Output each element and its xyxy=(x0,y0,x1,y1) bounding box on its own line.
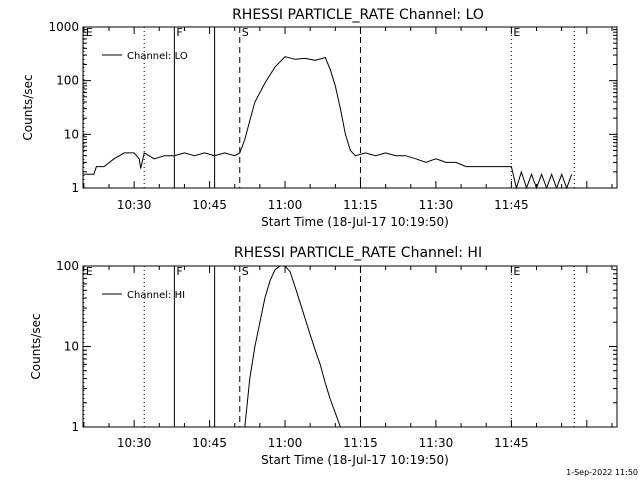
chart-title: RHESSI PARTICLE_RATE Channel: HI xyxy=(234,245,482,261)
plot-frame xyxy=(82,26,618,189)
marker-label: F xyxy=(176,26,182,39)
y-tick-label: 100 xyxy=(56,74,79,88)
x-tick-label: 11:15 xyxy=(343,436,378,450)
y-tick-label: 100 xyxy=(56,259,79,273)
y-tick-label: 1 xyxy=(71,181,79,195)
data-series-line xyxy=(83,56,573,190)
y-axis-label: Counts/sec xyxy=(21,74,35,140)
x-tick-label: 11:45 xyxy=(494,436,529,450)
chart-panel-2: RHESSI PARTICLE_RATE Channel: HI E F S E 10:3… xyxy=(29,245,618,467)
y-tick-label: 10 xyxy=(64,127,79,141)
chart-panel-1: RHESSI PARTICLE_RATE Channel: LO E F S E 10:3… xyxy=(21,7,618,229)
x-tick-label: 11:00 xyxy=(268,436,303,450)
x-tick-label: 11:45 xyxy=(494,198,529,212)
y-tick-label: 10 xyxy=(64,340,79,354)
y-axis-label: Counts/sec xyxy=(29,313,43,379)
legend-label: Channel: HI xyxy=(127,290,185,301)
marker-label: S xyxy=(242,265,249,278)
legend-label: Channel: LO xyxy=(127,51,188,62)
x-tick-label: 11:00 xyxy=(268,198,303,212)
x-tick-label: 11:30 xyxy=(419,198,454,212)
data-series-line xyxy=(244,265,341,428)
x-axis-label: Start Time (18-Jul-17 10:19:50) xyxy=(261,453,449,467)
marker-label: F xyxy=(176,265,182,278)
marker-label: E xyxy=(86,265,93,278)
generation-timestamp: 1-Sep-2022 11:50 xyxy=(566,468,638,477)
marker-label: E xyxy=(513,265,520,278)
y-tick-label: 1000 xyxy=(48,20,79,34)
marker-label: E xyxy=(86,26,93,39)
chart-title: RHESSI PARTICLE_RATE Channel: LO xyxy=(232,7,484,23)
x-tick-label: 11:30 xyxy=(419,436,454,450)
x-tick-label: 10:45 xyxy=(192,436,227,450)
x-axis-label: Start Time (18-Jul-17 10:19:50) xyxy=(261,215,449,229)
x-tick-label: 10:45 xyxy=(192,198,227,212)
x-tick-label: 11:15 xyxy=(343,198,378,212)
marker-label: E xyxy=(513,26,520,39)
x-tick-label: 10:30 xyxy=(117,198,152,212)
marker-label: S xyxy=(242,26,249,39)
x-tick-label: 10:30 xyxy=(117,436,152,450)
y-tick-label: 1 xyxy=(71,420,79,434)
